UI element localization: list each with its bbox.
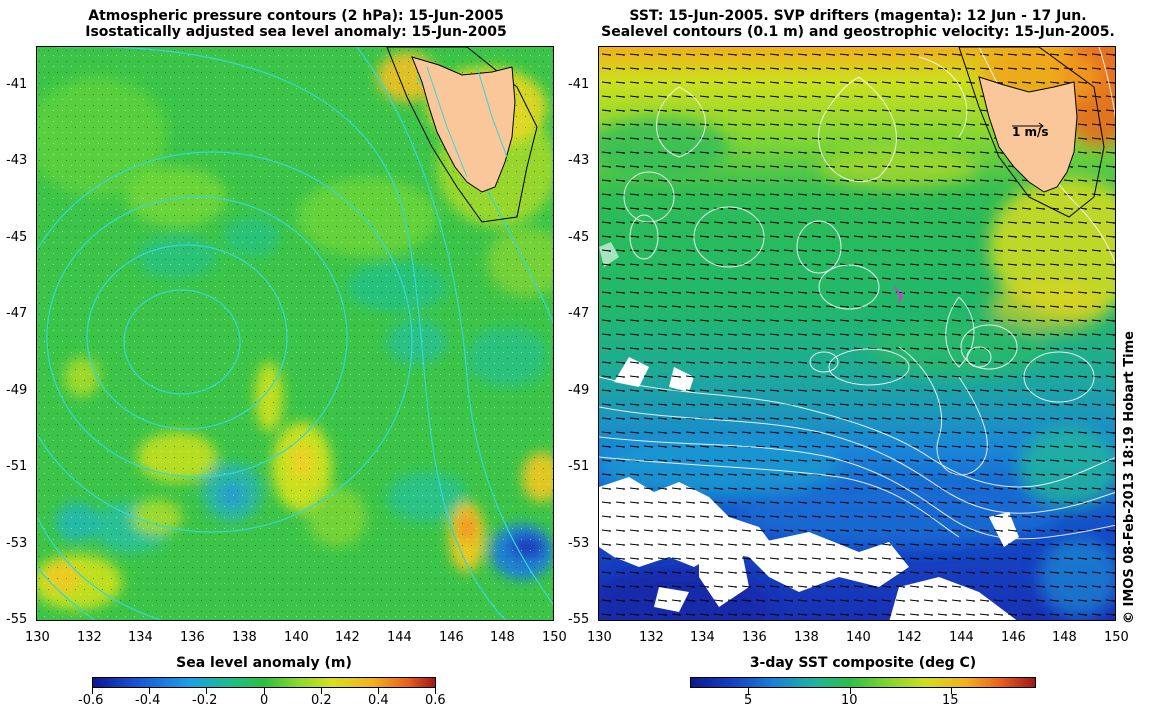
left-title-line2: Isostatically adjusted sea level anomaly… (85, 24, 507, 40)
lon-tick: 132 (639, 630, 664, 645)
colorbar-tick-mark (951, 688, 952, 694)
lon-tick: 138 (232, 630, 257, 645)
lon-tick: 142 (335, 630, 360, 645)
colorbar-tick-label: 5 (744, 693, 753, 708)
tasmania-landmass-sst (958, 47, 1105, 218)
lon-tick: 142 (897, 630, 922, 645)
lat-tick: -49 (568, 383, 590, 398)
lon-tick: 144 (387, 630, 412, 645)
lat-tick: -47 (6, 306, 28, 321)
lon-tick: 144 (949, 630, 974, 645)
lon-tick: 136 (742, 630, 767, 645)
lat-tick: -51 (568, 459, 590, 474)
sea-level-anomaly-map (36, 46, 554, 621)
colorbar-tick-label: -0.2 (192, 693, 218, 708)
colorbar-tick-mark (264, 688, 265, 694)
lon-tick: 134 (128, 630, 153, 645)
sla-map-graphic (37, 47, 553, 620)
colorbar-tick-label: 0.2 (311, 693, 332, 708)
imos-credit: © IMOS 08-Feb-2013 18:19 Hobart Time (1122, 331, 1137, 624)
lat-tick: -51 (6, 459, 28, 474)
svp-drifter-track (894, 286, 904, 303)
lon-tick: 150 (1104, 630, 1129, 645)
colorbar-tick-mark (321, 688, 322, 694)
lon-tick: 130 (587, 630, 612, 645)
lat-tick: -41 (6, 77, 28, 92)
left-colorbar-title: Sea level anomaly (m) (176, 655, 352, 671)
lat-tick: -45 (568, 230, 590, 245)
colorbar-tick-label: -0.6 (78, 693, 104, 708)
lon-tick: 140 (846, 630, 871, 645)
velocity-scale-label: 1 m/s (1012, 125, 1049, 139)
sst-map-graphic (599, 47, 1115, 620)
lon-tick: 146 (439, 630, 464, 645)
colorbar-tick-label: 0.4 (368, 693, 389, 708)
left-title-line1: Atmospheric pressure contours (2 hPa): 1… (88, 8, 504, 24)
lon-tick: 134 (690, 630, 715, 645)
lat-tick: -53 (6, 536, 28, 551)
lon-tick: 150 (542, 630, 567, 645)
colorbar-tick-label: 0 (260, 693, 269, 708)
sealevel-contours (599, 47, 1115, 540)
lat-tick: -49 (6, 383, 28, 398)
tasmania-landmass (386, 47, 538, 223)
colorbar-tick-mark (206, 688, 207, 694)
colorbar-tick-mark (92, 688, 93, 694)
lon-tick: 130 (25, 630, 50, 645)
lat-tick: -55 (568, 612, 590, 627)
lon-tick: 148 (1052, 630, 1077, 645)
lat-tick: -55 (6, 612, 28, 627)
colorbar-tick-mark (435, 688, 436, 694)
pressure-contours (37, 47, 553, 620)
colorbar-tick-label: -0.4 (135, 693, 161, 708)
lat-tick: -43 (568, 153, 590, 168)
sst-colorbar (690, 677, 1036, 688)
lat-tick: -53 (568, 536, 590, 551)
lon-tick: 140 (284, 630, 309, 645)
lat-tick: -45 (6, 230, 28, 245)
lon-tick: 136 (180, 630, 205, 645)
colorbar-tick-mark (149, 688, 150, 694)
sea-level-anomaly-colorbar (92, 677, 436, 688)
colorbar-tick-label: 15 (942, 693, 959, 708)
colorbar-tick-mark (378, 688, 379, 694)
lat-tick: -43 (6, 153, 28, 168)
right-colorbar-title: 3-day SST composite (deg C) (749, 655, 977, 671)
colorbar-tick-label: 0.6 (425, 693, 446, 708)
colorbar-tick-mark (850, 688, 851, 694)
colorbar-tick-mark (748, 688, 749, 694)
lat-tick: -47 (568, 306, 590, 321)
lon-tick: 138 (794, 630, 819, 645)
lon-tick: 132 (77, 630, 102, 645)
colorbar-tick-label: 10 (841, 693, 858, 708)
lon-tick: 148 (490, 630, 515, 645)
right-title: SST: 15-Jun-2005. SVP drifters (magenta)… (598, 8, 1118, 40)
lon-tick: 146 (1001, 630, 1026, 645)
sst-map: 1 m/s (598, 46, 1116, 621)
lat-tick: -41 (568, 77, 590, 92)
left-title: Atmospheric pressure contours (2 hPa): 1… (36, 8, 556, 40)
right-title-line2: Sealevel contours (0.1 m) and geostrophi… (601, 24, 1115, 40)
right-title-line1: SST: 15-Jun-2005. SVP drifters (magenta)… (629, 8, 1087, 24)
